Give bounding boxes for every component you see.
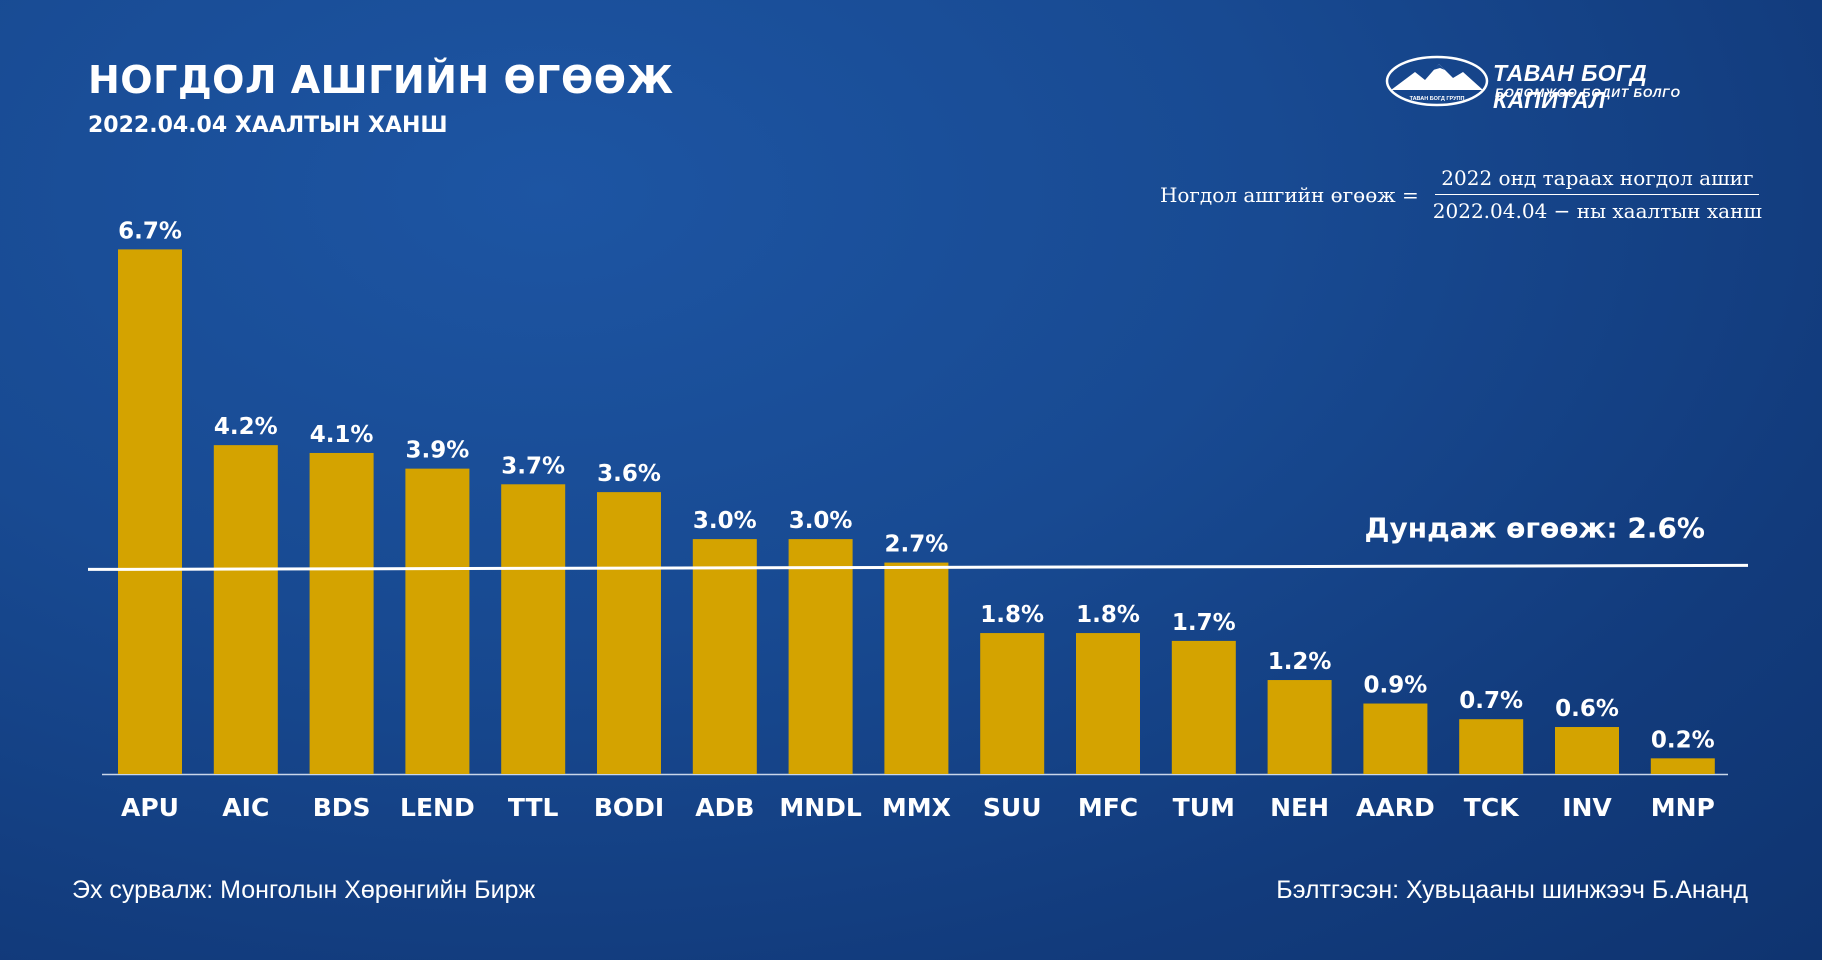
- page-title: НОГДОЛ АШГИЙН ӨГӨӨЖ: [88, 58, 674, 102]
- mountain-logo-icon: ТАВАН БОГД ГРУПП: [1385, 55, 1489, 107]
- bar-aic: [213, 445, 278, 774]
- author-note: Бэлтгэсэн: Хувьцааны шинжээч Б.Ананд: [1276, 876, 1748, 904]
- bar-bds: [309, 452, 374, 774]
- category-label-bodi: BODI: [594, 793, 664, 822]
- dividend-yield-formula: Ногдол ашгийн өгөөж = 2022 онд тараах но…: [1160, 166, 1768, 223]
- category-label-mndl: MNDL: [779, 793, 862, 822]
- category-label-tum: TUM: [1173, 793, 1235, 822]
- value-label-mndl: 3.0%: [789, 508, 853, 534]
- value-label-lend: 3.9%: [406, 438, 470, 464]
- category-label-aic: AIC: [222, 793, 269, 822]
- bar-apu: [118, 249, 182, 774]
- value-label-mfc: 1.8%: [1076, 602, 1140, 628]
- category-label-mmx: MMX: [882, 793, 951, 822]
- logo-tagline: БОЛОМЖОО БОДИТ БОЛГО: [1495, 86, 1681, 100]
- category-label-inv: INV: [1562, 793, 1612, 822]
- logo-emblem-text: ТАВАН БОГД ГРУПП: [1410, 96, 1465, 102]
- value-label-mnp: 0.2%: [1651, 727, 1715, 753]
- bar-mfc: [1076, 633, 1140, 774]
- category-label-mfc: MFC: [1078, 793, 1138, 822]
- value-label-suu: 1.8%: [980, 602, 1044, 628]
- value-label-neh: 1.2%: [1268, 649, 1332, 675]
- source-note: Эх сурвалж: Монголын Хөрөнгийн Бирж: [72, 876, 536, 904]
- value-label-adb: 3.0%: [693, 508, 757, 534]
- value-label-aic: 4.2%: [214, 414, 278, 440]
- category-label-tck: TCK: [1464, 793, 1520, 822]
- average-label: Дундаж өгөөж: 2.6%: [1365, 511, 1705, 544]
- bar-bodi: [597, 492, 661, 774]
- bar-neh: [1267, 680, 1332, 774]
- average-line: [87, 563, 1749, 571]
- category-label-adb: ADB: [695, 793, 754, 822]
- page-subtitle: 2022.04.04 ХААЛТЫН ХАНШ: [88, 113, 448, 138]
- value-label-mmx: 2.7%: [885, 532, 949, 558]
- category-label-mnp: MNP: [1651, 793, 1715, 822]
- bar-ttl: [501, 484, 566, 774]
- bar-mndl: [788, 539, 853, 774]
- category-label-apu: APU: [121, 793, 179, 822]
- value-label-ttl: 3.7%: [501, 453, 565, 479]
- category-label-lend: LEND: [400, 793, 475, 822]
- formula-fraction: 2022 онд тараах ногдол ашиг 2022.04.04 −…: [1427, 166, 1768, 223]
- category-label-suu: SUU: [983, 793, 1042, 822]
- bar-tum: [1171, 640, 1236, 774]
- value-label-tum: 1.7%: [1172, 610, 1236, 636]
- bar-suu: [980, 633, 1045, 774]
- value-label-bds: 4.1%: [310, 422, 374, 448]
- category-label-aard: AARD: [1356, 793, 1435, 822]
- bar-adb: [692, 539, 757, 774]
- value-label-bodi: 3.6%: [597, 461, 661, 487]
- category-label-ttl: TTL: [508, 793, 559, 822]
- category-label-bds: BDS: [313, 793, 371, 822]
- value-label-tck: 0.7%: [1459, 688, 1523, 714]
- value-label-inv: 0.6%: [1555, 696, 1619, 722]
- formula-numerator: 2022 онд тараах ногдол ашиг: [1435, 166, 1760, 195]
- bar-inv: [1555, 727, 1619, 774]
- formula-lhs: Ногдол ашгийн өгөөж =: [1159, 182, 1419, 207]
- bar-tck: [1459, 719, 1524, 774]
- formula-denominator: 2022.04.04 − ны хаалтын ханш: [1432, 199, 1762, 223]
- value-label-aard: 0.9%: [1364, 673, 1428, 699]
- bar-mmx: [884, 562, 949, 774]
- bar-aard: [1363, 703, 1428, 774]
- company-logo: ТАВАН БОГД ГРУПП ТАВАН БОГД КАПИТАЛ БОЛО…: [1385, 54, 1745, 113]
- dividend-yield-bar-chart: 6.7% APU 4.2% AIC 4.1% BDS 3.9% LEND 3.7% TTL 3.6%…: [87, 218, 1749, 822]
- bar-mnp: [1650, 758, 1715, 774]
- category-label-neh: NEH: [1270, 793, 1329, 822]
- bar-lend: [405, 468, 470, 774]
- value-label-apu: 6.7%: [118, 218, 182, 244]
- logo-brand-name: ТАВАН БОГД КАПИТАЛ: [1493, 60, 1648, 113]
